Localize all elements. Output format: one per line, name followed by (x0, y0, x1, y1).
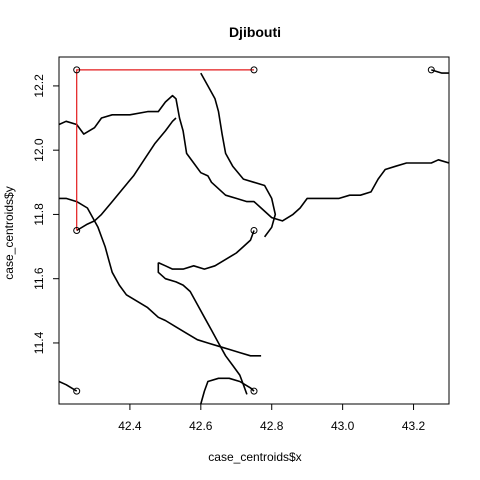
plot-frame (58, 56, 450, 405)
boundary-line (200, 377, 255, 404)
x-tick-label: 43.2 (402, 419, 426, 433)
y-tick-label: 11.6 (32, 267, 46, 290)
y-tick-label: 11.4 (32, 331, 46, 354)
boundary-line (157, 262, 248, 395)
x-tick-label: 42.4 (118, 419, 142, 433)
plot-title: Djibouti (229, 24, 281, 40)
boundary-line (76, 220, 95, 232)
centroid-point (73, 66, 81, 74)
x-tick-label: 42.6 (189, 419, 213, 433)
x-axis: 42.4 42.6 42.8 43.0 43.2 (118, 404, 426, 433)
y-tick-label: 11.8 (32, 203, 46, 226)
x-tick-label: 42.8 (260, 419, 284, 433)
x-tick-label: 43.0 (331, 419, 355, 433)
centroid-point (73, 227, 81, 234)
boundary-line (59, 94, 449, 222)
x-axis-label: case_centroids$x (208, 450, 301, 464)
y-axis: 11.4 11.6 11.8 12.0 12.2 (32, 74, 59, 354)
y-axis-label: case_centroids$y (2, 186, 16, 279)
centroid-point (250, 227, 258, 234)
centroid-point (250, 66, 258, 74)
country-boundaries (59, 69, 449, 404)
boundary-line (59, 380, 78, 392)
highlight-path (76, 69, 254, 231)
centroid-points (73, 66, 435, 395)
boundary-line (157, 230, 255, 270)
boundary-line (200, 72, 277, 238)
boundary-line (431, 69, 449, 74)
centroid-point (427, 66, 435, 74)
centroid-point (73, 387, 81, 395)
y-tick-label: 12.0 (32, 138, 46, 162)
highlight-path-layer (76, 69, 254, 231)
boundary-line (93, 117, 177, 222)
centroid-point (250, 387, 258, 395)
y-tick-label: 12.2 (32, 74, 46, 98)
boundary-line (59, 197, 262, 357)
